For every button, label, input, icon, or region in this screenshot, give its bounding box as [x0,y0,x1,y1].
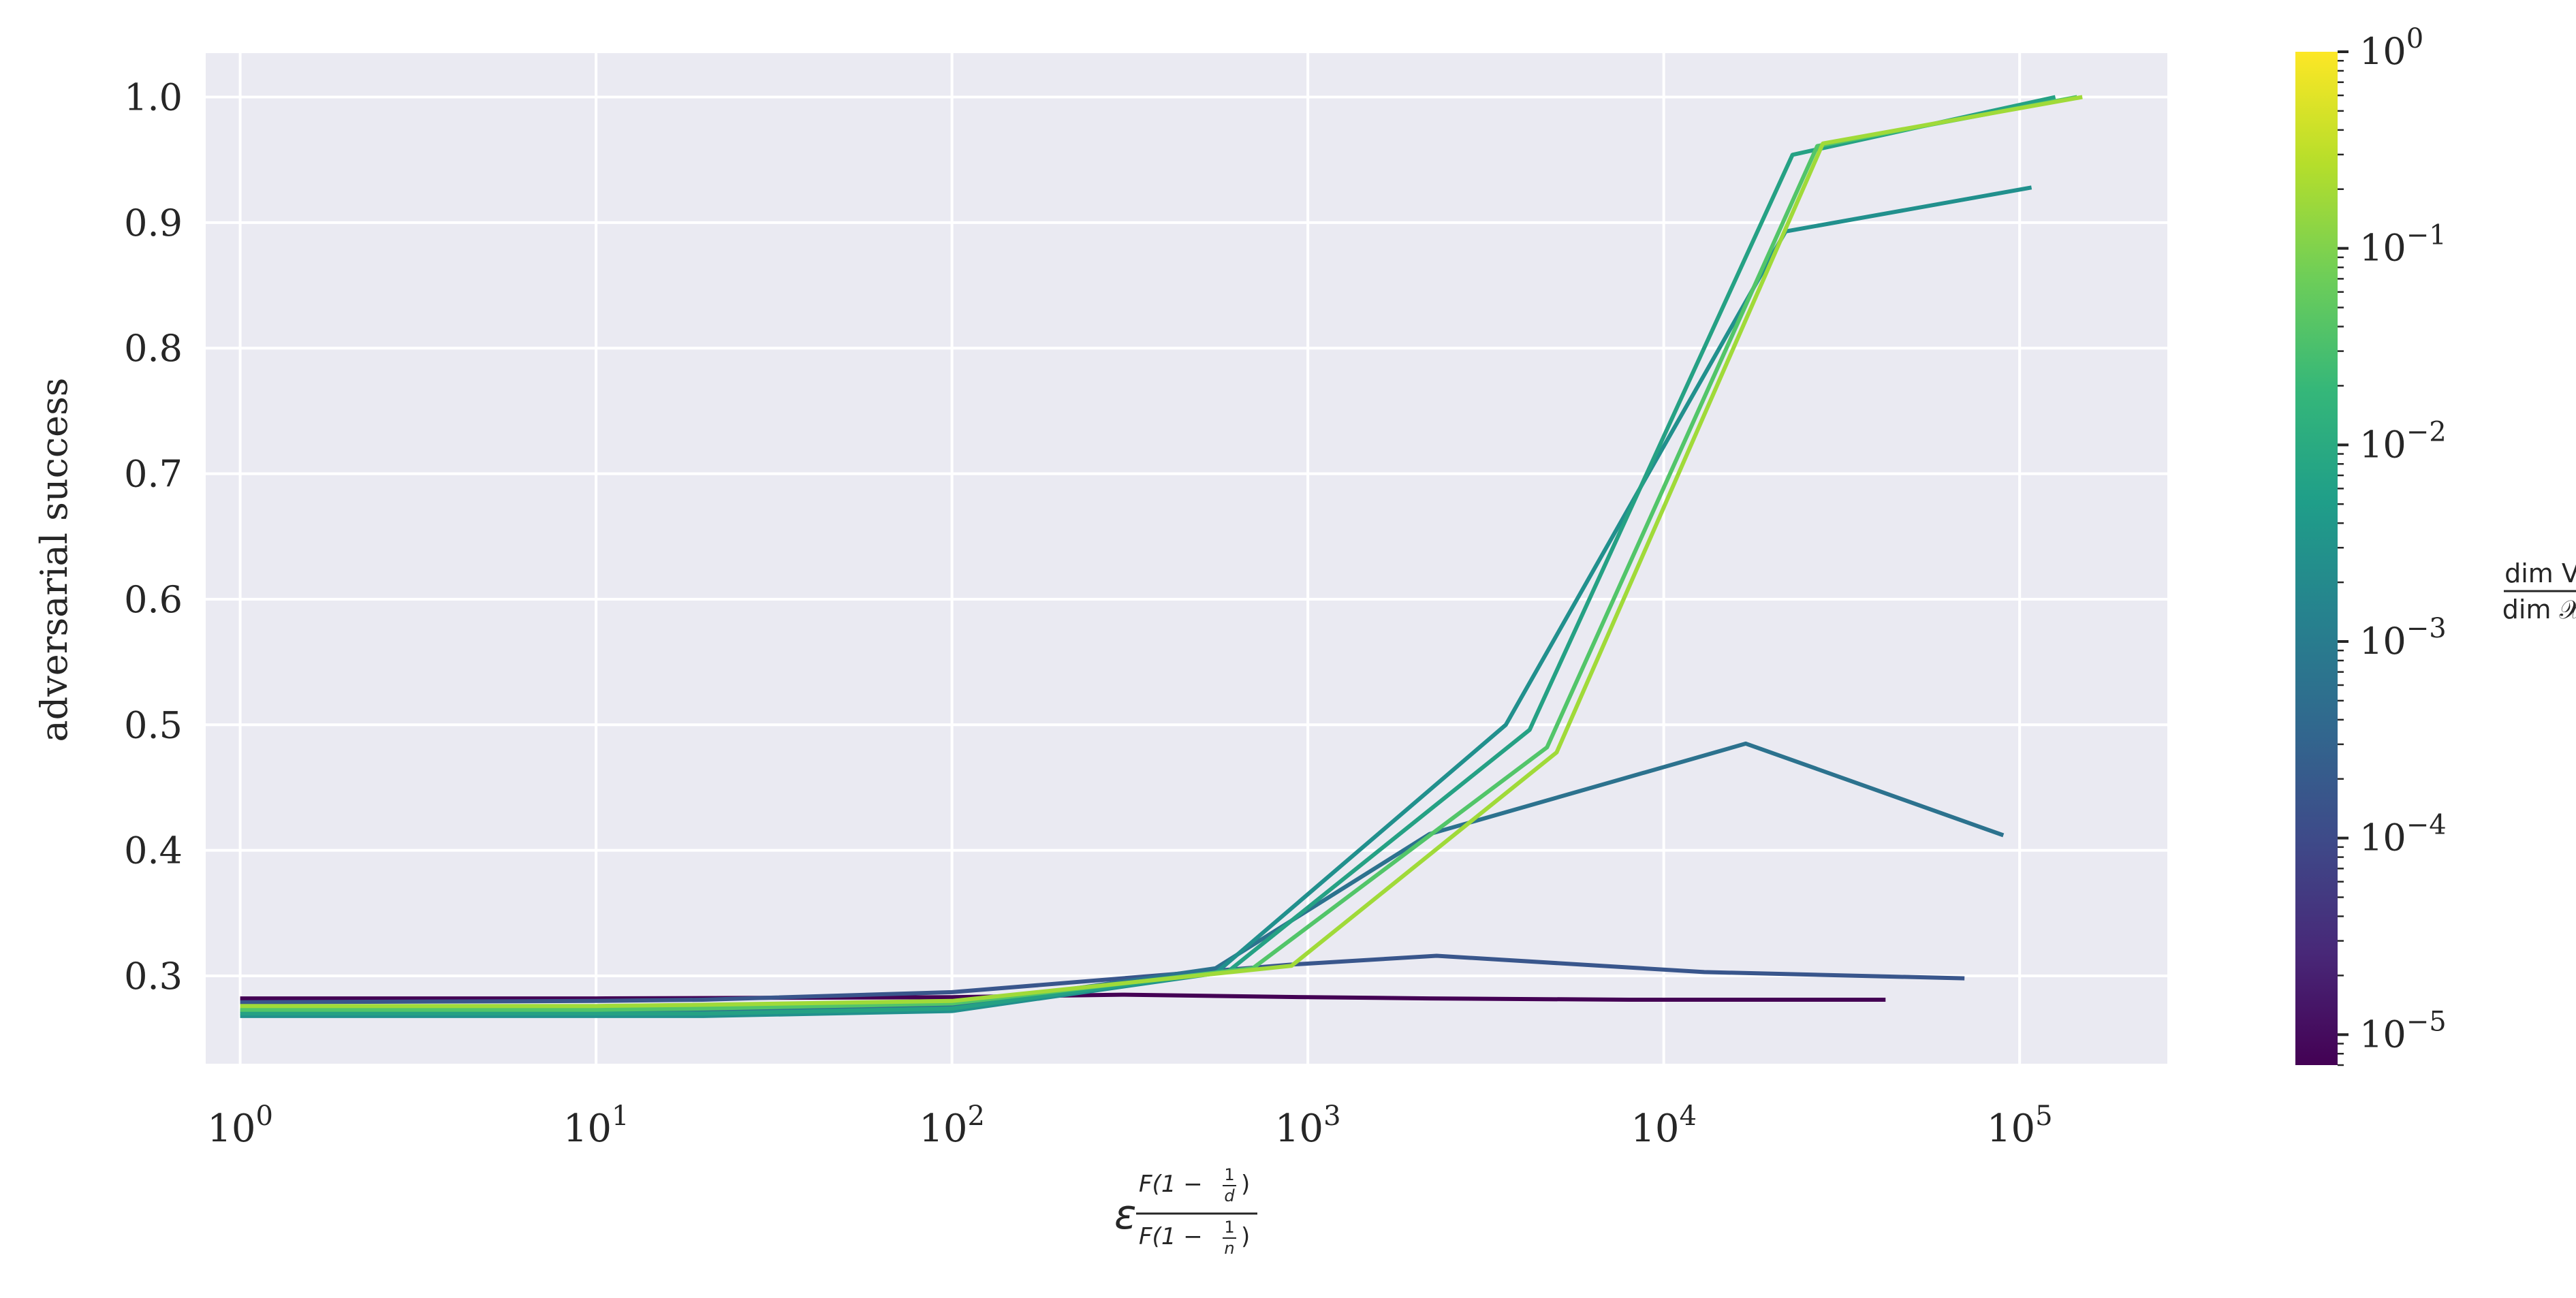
svg-text:F(1 −: F(1 − [1139,1223,1203,1250]
x-axis-label: ε F(1 − 1 d ) F(1 − 1 n ) [1114,1165,1257,1258]
series-line-1 [240,992,1886,1002]
svg-text:F(1 −: F(1 − [1139,1171,1203,1198]
series-line-5 [240,95,2056,1016]
svg-text:1: 1 [1224,1218,1234,1237]
colorbar-tick-label: 10−4 [2359,810,2447,859]
series-line-7 [240,95,2083,1009]
y-tick-label: 0.8 [124,327,183,370]
y-tick-label: 1.0 [124,76,183,119]
colorbar-tick-label: 10−1 [2359,220,2447,270]
colorbar: 100 10−1 10−2 10−3 10−4 10−5 [2295,23,2447,1066]
colorbar-gradient [2295,52,2338,1065]
svg-text:d: d [1224,1186,1235,1205]
plot-background [206,53,2167,1064]
x-axis: 100 101 102 103 104 105 [207,1101,2052,1151]
plot-area [206,53,2167,1064]
y-tick-label: 0.7 [124,453,183,496]
y-axis: 0.3 0.4 0.5 0.6 0.7 0.8 0.9 1.0 [124,76,183,998]
y-tick-label: 0.4 [124,829,183,872]
svg-text:dim V: dim V [2504,558,2576,588]
colorbar-tick-label: 10−3 [2359,613,2447,663]
y-tick-label: 0.5 [124,703,183,746]
x-tick-label: 102 [919,1101,985,1151]
colorbar-tick-label: 10−5 [2359,1006,2447,1056]
colorbar-tick-label: 100 [2359,23,2423,73]
svg-text:dim 𝒳: dim 𝒳 [2502,595,2576,624]
x-tick-label: 101 [563,1101,629,1151]
y-axis-label: adversarial success [33,377,76,742]
svg-text:n: n [1224,1239,1234,1258]
y-tick-label: 0.6 [124,578,183,621]
y-tick-label: 0.9 [124,202,183,244]
svg-text:): ) [1241,1223,1250,1250]
svg-text:): ) [1241,1171,1250,1198]
x-tick-label: 100 [207,1101,273,1151]
svg-text:1: 1 [1224,1165,1234,1184]
colorbar-label: dim V dim 𝒳 [2502,558,2576,624]
colorbar-tick-label: 10−2 [2359,416,2447,466]
svg-text:ε: ε [1114,1191,1136,1239]
series-line-2 [240,953,1965,1004]
y-tick-label: 0.3 [124,955,183,998]
x-tick-label: 103 [1275,1101,1341,1151]
x-tick-label: 105 [1987,1101,2053,1151]
x-tick-label: 104 [1631,1101,1697,1151]
